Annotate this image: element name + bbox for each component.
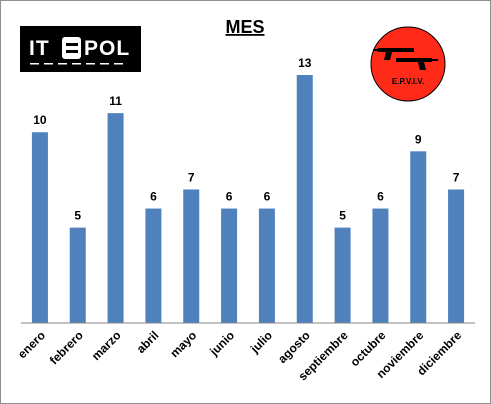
data-label-agosto: 13 — [298, 56, 312, 70]
data-label-abril: 6 — [150, 190, 157, 204]
category-label-mayo: mayo — [167, 328, 199, 360]
itepol-logo-text-start: IT — [29, 37, 50, 60]
bar-enero — [31, 132, 48, 323]
category-label-julio: julio — [247, 328, 275, 356]
category-label-enero: enero — [15, 328, 48, 361]
bar-octubre — [372, 208, 389, 323]
plot-area: 10 enero 5 febrero 11 marzo 6 abril 7 mayo 6 junio 6… — [15, 56, 464, 383]
category-label-febrero: febrero — [47, 328, 86, 367]
bar-junio — [221, 208, 238, 323]
data-label-enero: 10 — [33, 113, 47, 127]
data-label-octubre: 6 — [377, 190, 384, 204]
data-label-marzo: 11 — [109, 94, 122, 108]
itepol-logo-dashes — [30, 63, 123, 65]
pistol-icon — [373, 48, 414, 60]
itepol-logo-emblem — [62, 37, 81, 59]
data-label-noviembre: 9 — [415, 132, 422, 146]
epviv-logo-circle — [370, 26, 446, 102]
category-label-abril: abril — [134, 328, 162, 356]
category-label-agosto: agosto — [275, 328, 313, 366]
data-label-septiembre: 5 — [339, 209, 346, 223]
category-label-marzo: marzo — [89, 328, 124, 363]
chart-title: MES — [225, 17, 264, 37]
data-label-mayo: 7 — [188, 170, 195, 184]
epviv-logo: E.P.V.I.V. — [370, 26, 446, 102]
bar-julio — [258, 208, 275, 323]
bar-abril — [145, 208, 162, 323]
data-label-diciembre: 7 — [453, 170, 460, 184]
category-label-junio: junio — [206, 328, 237, 359]
epviv-logo-text: E.P.V.I.V. — [392, 77, 424, 86]
bar-febrero — [69, 227, 86, 323]
data-label-junio: 6 — [226, 190, 233, 204]
data-label-julio: 6 — [264, 190, 271, 204]
bar-marzo — [107, 113, 124, 324]
pistol-icon — [396, 58, 438, 70]
bar-mayo — [183, 189, 200, 323]
data-label-febrero: 5 — [74, 209, 81, 223]
bar-noviembre — [410, 151, 427, 323]
bar-septiembre — [334, 227, 351, 323]
itepol-logo: IT POL — [20, 26, 141, 72]
bar-agosto — [296, 75, 313, 323]
bar-diciembre — [448, 189, 465, 323]
itepol-logo-text-end: POL — [84, 37, 130, 60]
